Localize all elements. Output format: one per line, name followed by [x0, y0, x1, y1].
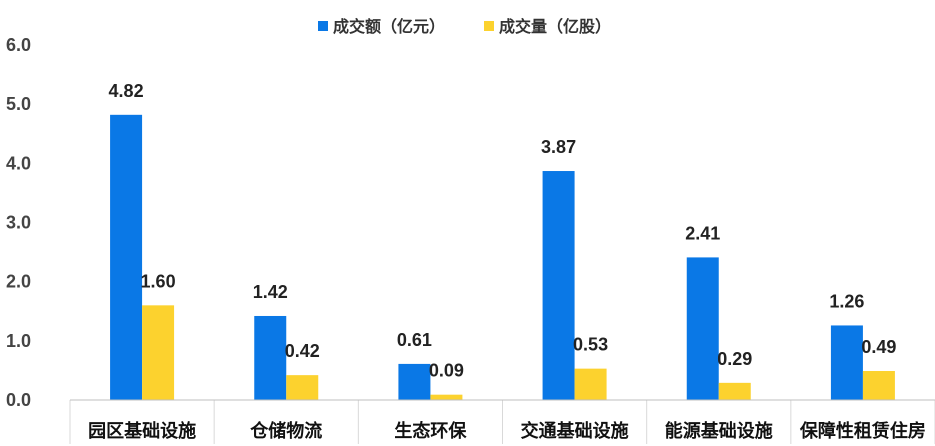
x-axis: 园区基础设施 仓储物流 生态环保 交通基础设施 能源基础设施 保障性租赁住房: [70, 399, 935, 441]
bar-0-2: [398, 363, 431, 400]
data-label-0-3: 3.87: [541, 137, 576, 157]
data-label-1-1: 0.42: [285, 341, 320, 361]
bar-0-5: [830, 325, 863, 400]
legend-label-1: 成交量（亿股）: [499, 17, 611, 36]
y-axis: 0.0 1.0 2.0 3.0 4.0 5.0 6.0: [6, 35, 31, 410]
bars: [110, 114, 895, 401]
y-tick-label: 3.0: [6, 213, 31, 233]
x-category-label: 保障性租赁住房: [799, 420, 926, 441]
bar-0-1: [254, 315, 287, 400]
bar-1-0: [142, 305, 175, 400]
data-label-0-0: 4.82: [109, 81, 144, 101]
bar-1-4: [718, 382, 751, 400]
bar-0-3: [542, 171, 575, 400]
x-category-label: 生态环保: [394, 420, 467, 441]
bar-1-1: [286, 375, 319, 400]
data-label-0-4: 2.41: [685, 223, 720, 243]
data-labels: 4.82 1.60 1.42 0.42 0.61 0.09 3.87 0.53 2.41 0.29…: [109, 81, 897, 381]
x-category-label: 仓储物流: [249, 420, 322, 441]
y-tick-label: 2.0: [6, 272, 31, 292]
legend: 成交额（亿元） 成交量（亿股）: [318, 17, 611, 36]
data-label-1-3: 0.53: [573, 335, 608, 355]
data-label-1-0: 1.60: [141, 271, 176, 291]
legend-swatch-0: [318, 21, 328, 31]
data-label-1-5: 0.49: [861, 337, 896, 357]
category-separators: [69, 400, 935, 444]
bar-0-4: [686, 257, 719, 400]
x-category-label: 交通基础设施: [521, 420, 629, 441]
y-tick-label: 4.0: [6, 153, 31, 173]
y-tick-label: 0.0: [6, 390, 31, 410]
x-category-label: 能源基础设施: [665, 420, 773, 441]
legend-label-0: 成交额（亿元）: [333, 17, 445, 36]
bar-1-2: [430, 394, 463, 400]
data-label-0-5: 1.26: [829, 291, 864, 311]
bar-1-5: [862, 371, 895, 400]
y-tick-label: 1.0: [6, 331, 31, 351]
bar-0-0: [110, 114, 143, 401]
legend-swatch-1: [484, 21, 494, 31]
y-tick-label: 6.0: [6, 35, 31, 55]
x-category-label: 园区基础设施: [88, 420, 196, 441]
y-tick-label: 5.0: [6, 94, 31, 114]
data-label-1-2: 0.09: [429, 361, 464, 381]
bar-1-3: [574, 368, 607, 400]
data-label-0-1: 1.42: [253, 282, 288, 302]
data-label-0-2: 0.61: [397, 330, 432, 350]
data-label-1-4: 0.29: [717, 349, 752, 369]
